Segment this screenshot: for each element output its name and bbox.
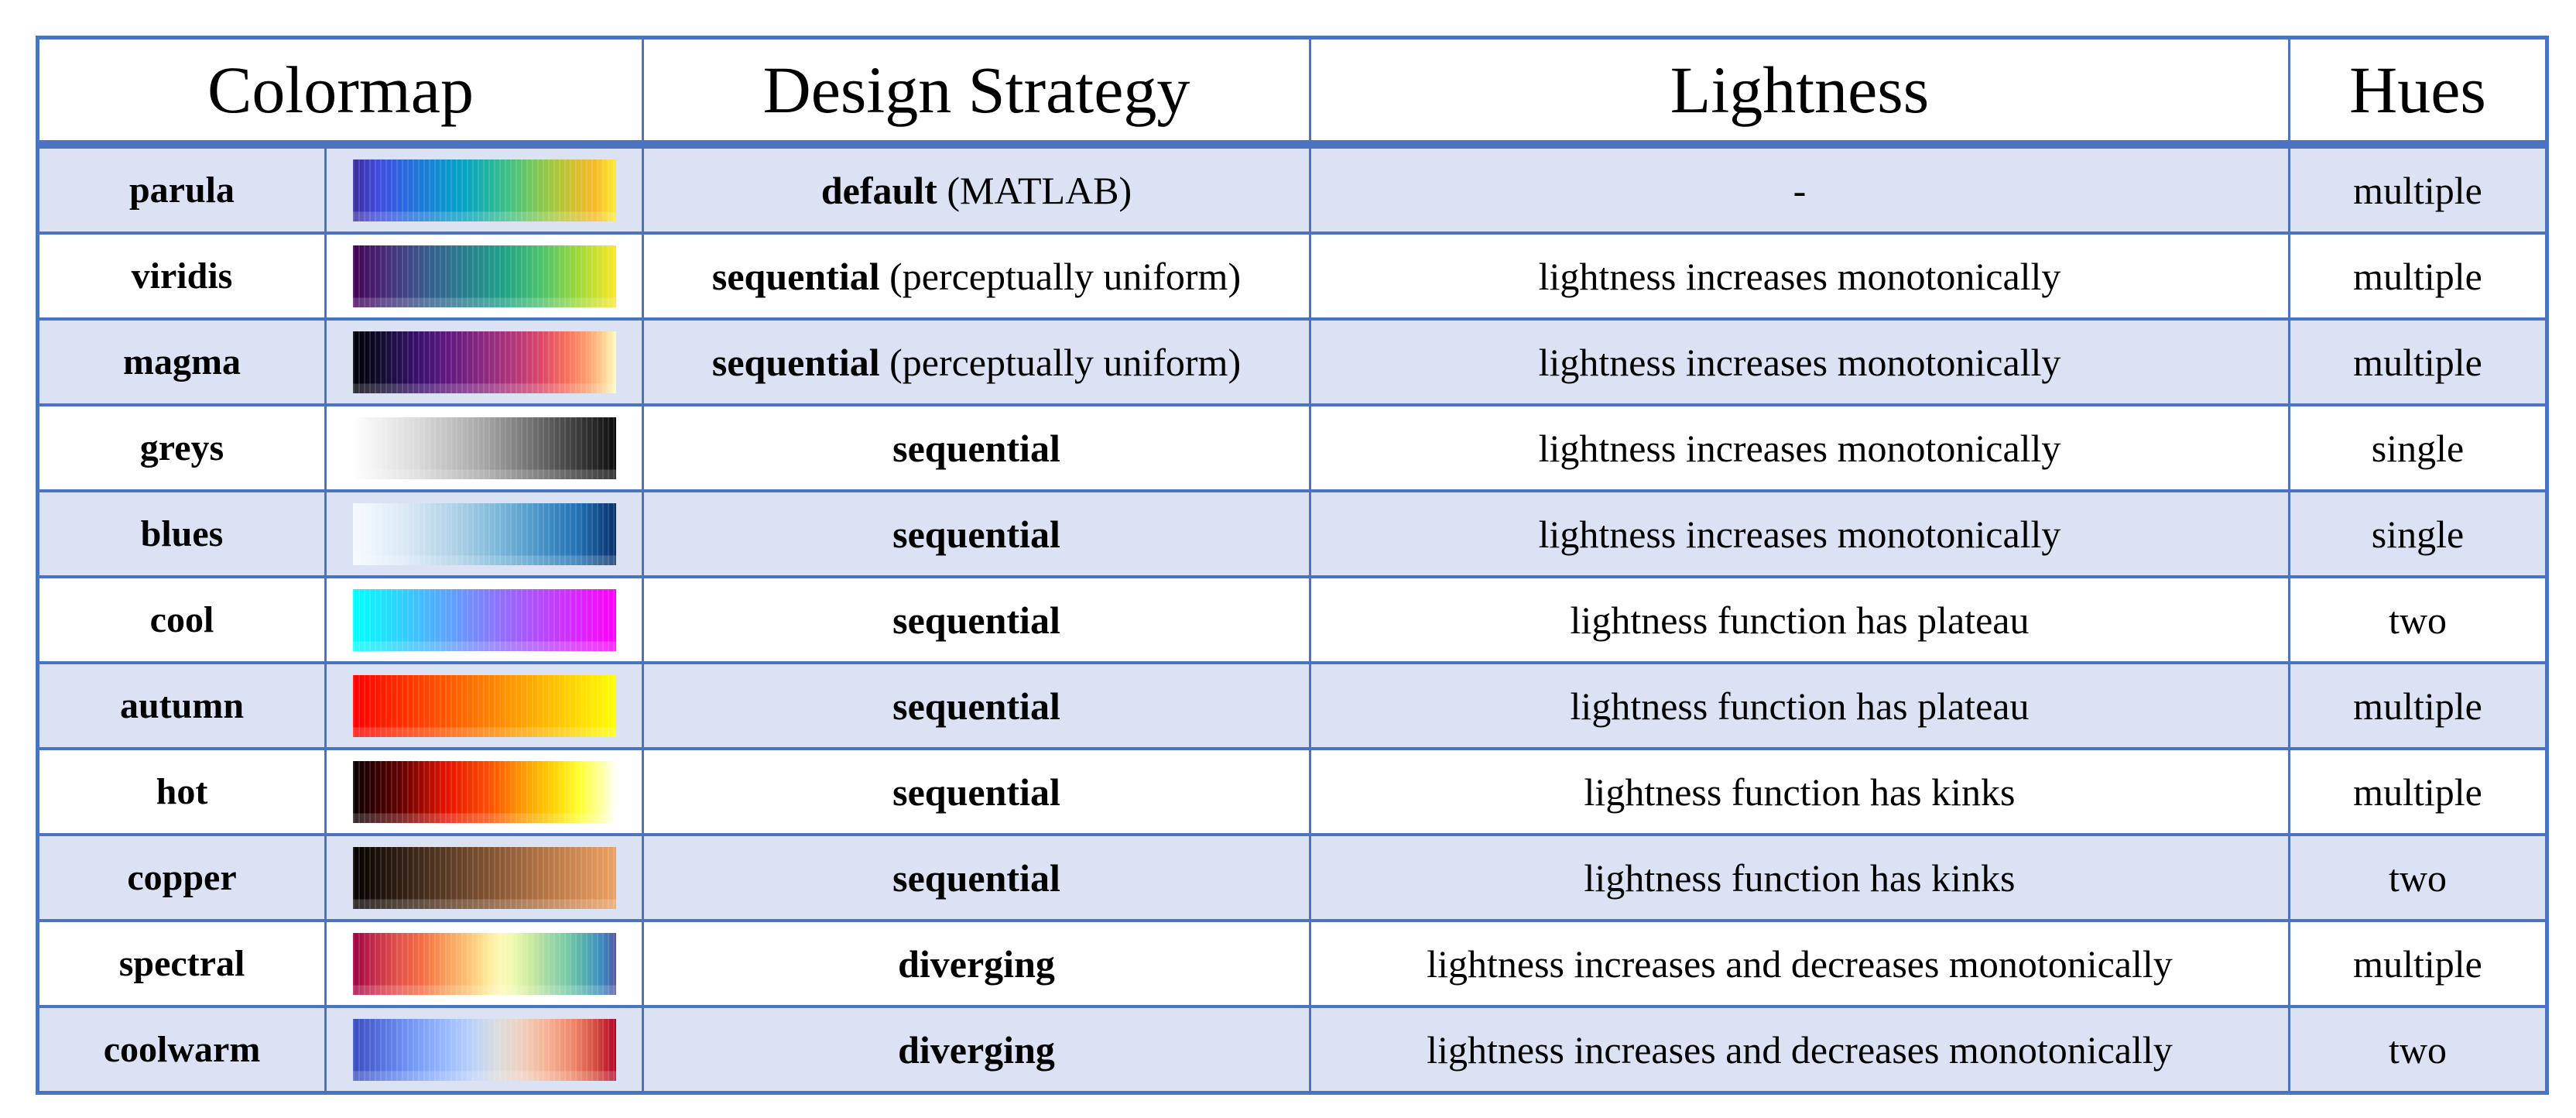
- colormap-name: copper: [36, 833, 327, 922]
- hues-cell: two: [2288, 833, 2548, 922]
- lightness-cell: lightness increases monotonically: [1309, 489, 2290, 578]
- colormap-name: hot: [36, 747, 327, 836]
- lightness-cell: lightness increases monotonically: [1309, 317, 2290, 406]
- strategy-keyword: sequential: [711, 340, 880, 384]
- header-row: Colormap Design Strategy Lightness Hues: [36, 36, 2548, 149]
- colormap-swatch-cell: [324, 489, 644, 578]
- lightness-cell: lightness increases monotonically: [1309, 403, 2290, 492]
- design-strategy-cell: sequential: [642, 403, 1311, 492]
- colormap-swatch-cell: [324, 1005, 644, 1095]
- colormap-gradient-swatch: [352, 331, 616, 393]
- strategy-keyword: diverging: [898, 1027, 1055, 1072]
- colormap-swatch-cell: [324, 747, 644, 836]
- strategy-keyword: sequential: [892, 684, 1060, 728]
- hues-cell: multiple: [2288, 317, 2548, 406]
- lightness-cell: lightness function has plateau: [1309, 575, 2290, 664]
- table-row-parula: parula default (MATLAB) - multiple: [36, 142, 2548, 235]
- strategy-detail: (perceptually uniform): [879, 254, 1242, 298]
- colormap-name: blues: [36, 489, 327, 578]
- design-strategy-cell: sequential (perceptually uniform): [642, 317, 1311, 406]
- header-lightness: Lightness: [1309, 36, 2290, 149]
- strategy-detail: (perceptually uniform): [879, 340, 1242, 384]
- lightness-cell: lightness increases and decreases monoto…: [1309, 919, 2290, 1008]
- lightness-cell: -: [1309, 142, 2290, 235]
- strategy-keyword: sequential: [711, 254, 880, 298]
- hues-cell: multiple: [2288, 919, 2548, 1008]
- colormap-gradient-swatch: [352, 588, 616, 651]
- hues-cell: multiple: [2288, 142, 2548, 235]
- colormap-name: viridis: [36, 231, 327, 321]
- strategy-keyword: sequential: [892, 856, 1060, 900]
- table-row-blues: blues sequential lightness increases mon…: [36, 489, 2548, 578]
- table-row-copper: copper sequential lightness function has…: [36, 833, 2548, 922]
- lightness-cell: lightness increases and decreases monoto…: [1309, 1005, 2290, 1095]
- hues-cell: single: [2288, 403, 2548, 492]
- colormap-gradient-swatch: [352, 674, 616, 737]
- colormap-name: magma: [36, 317, 327, 406]
- colormap-gradient-swatch: [352, 846, 616, 909]
- colormap-gradient-swatch: [352, 502, 616, 565]
- colormap-swatch-cell: [324, 142, 644, 235]
- hues-cell: two: [2288, 575, 2548, 664]
- lightness-cell: lightness increases monotonically: [1309, 231, 2290, 321]
- strategy-keyword: sequential: [892, 770, 1060, 814]
- design-strategy-cell: sequential: [642, 833, 1311, 922]
- colormap-swatch-cell: [324, 575, 644, 664]
- strategy-keyword: diverging: [898, 941, 1055, 986]
- header-hues: Hues: [2288, 36, 2548, 149]
- table-row-hot: hot sequential lightness function has ki…: [36, 747, 2548, 836]
- lightness-cell: lightness function has kinks: [1309, 747, 2290, 836]
- design-strategy-cell: diverging: [642, 919, 1311, 1008]
- colormap-gradient-swatch: [352, 159, 616, 221]
- header-colormap: Colormap: [36, 36, 644, 149]
- lightness-cell: lightness function has plateau: [1309, 661, 2290, 750]
- strategy-keyword: sequential: [892, 598, 1060, 642]
- colormap-name: greys: [36, 403, 327, 492]
- colormap-swatch-cell: [324, 919, 644, 1008]
- colormap-gradient-swatch: [352, 932, 616, 995]
- table-row-autumn: autumn sequential lightness function has…: [36, 661, 2548, 750]
- colormap-swatch-cell: [324, 833, 644, 922]
- hues-cell: multiple: [2288, 747, 2548, 836]
- colormap-swatch-cell: [324, 317, 644, 406]
- colormap-table: Colormap Design Strategy Lightness Hues …: [36, 36, 2549, 1095]
- design-strategy-cell: sequential: [642, 661, 1311, 750]
- table-row-viridis: viridis sequential (perceptually uniform…: [36, 231, 2548, 321]
- design-strategy-cell: default (MATLAB): [642, 142, 1311, 235]
- colormap-swatch-cell: [324, 661, 644, 750]
- colormap-gradient-swatch: [352, 760, 616, 823]
- colormap-swatch-cell: [324, 403, 644, 492]
- colormap-name: autumn: [36, 661, 327, 750]
- lightness-cell: lightness function has kinks: [1309, 833, 2290, 922]
- strategy-keyword: sequential: [892, 512, 1060, 556]
- colormap-name: coolwarm: [36, 1005, 327, 1095]
- design-strategy-cell: sequential: [642, 575, 1311, 664]
- colormap-name: spectral: [36, 919, 327, 1008]
- strategy-detail: (MATLAB): [937, 168, 1132, 212]
- colormap-gradient-swatch: [352, 245, 616, 307]
- table-row-spectral: spectral diverging lightness increases a…: [36, 919, 2548, 1008]
- colormap-swatch-cell: [324, 231, 644, 321]
- table-row-greys: greys sequential lightness increases mon…: [36, 403, 2548, 492]
- colormap-name: parula: [36, 142, 327, 235]
- strategy-keyword: default: [820, 168, 937, 212]
- hues-cell: multiple: [2288, 661, 2548, 750]
- hues-cell: two: [2288, 1005, 2548, 1095]
- design-strategy-cell: sequential (perceptually uniform): [642, 231, 1311, 321]
- header-design-strategy: Design Strategy: [642, 36, 1311, 149]
- colormap-gradient-swatch: [352, 417, 616, 479]
- table-row-cool: cool sequential lightness function has p…: [36, 575, 2548, 664]
- table-row-magma: magma sequential (perceptually uniform) …: [36, 317, 2548, 406]
- colormap-gradient-swatch: [352, 1018, 616, 1081]
- table-row-coolwarm: coolwarm diverging lightness increases a…: [36, 1005, 2548, 1095]
- design-strategy-cell: sequential: [642, 489, 1311, 578]
- hues-cell: single: [2288, 489, 2548, 578]
- design-strategy-cell: diverging: [642, 1005, 1311, 1095]
- design-strategy-cell: sequential: [642, 747, 1311, 836]
- hues-cell: multiple: [2288, 231, 2548, 321]
- colormap-name: cool: [36, 575, 327, 664]
- strategy-keyword: sequential: [892, 426, 1060, 470]
